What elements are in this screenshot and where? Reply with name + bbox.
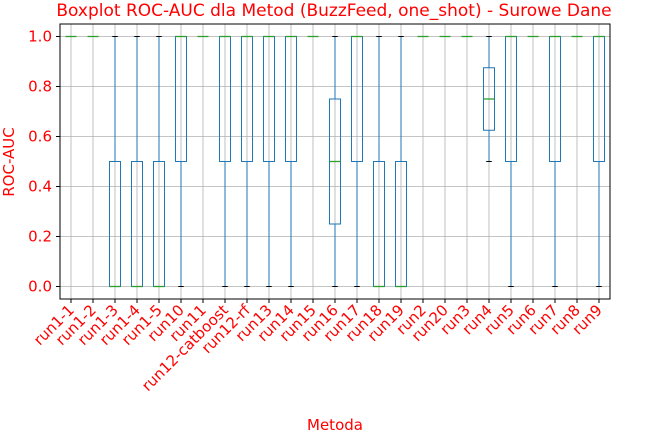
- y-axis-label: ROC-AUC: [0, 127, 18, 197]
- box-run9: [593, 35, 605, 287]
- box-run18: [373, 36, 385, 288]
- box-run1-3: [109, 36, 121, 288]
- y-tick-label: 0.0: [28, 278, 52, 296]
- y-tick-label: 0.2: [28, 228, 52, 246]
- box-run10: [175, 35, 187, 287]
- y-tick-layer: 0.0 0.2 0.4 0.6 0.8 1.0: [28, 28, 60, 296]
- box-run1-4: [131, 36, 143, 288]
- box-run17: [351, 35, 363, 287]
- y-tick-label: 1.0: [28, 28, 52, 46]
- box-run1-5: [153, 36, 165, 288]
- y-tick-label: 0.4: [28, 178, 52, 196]
- y-tick-label: 0.6: [28, 128, 52, 146]
- box-layer: [65, 35, 605, 288]
- box-run12-rf: [241, 35, 253, 287]
- box-run7: [549, 35, 561, 287]
- box-run5: [505, 35, 517, 287]
- box-run19: [395, 36, 407, 288]
- box-run12-catboost: [219, 35, 231, 287]
- y-tick-label: 0.8: [28, 78, 52, 96]
- box-run13: [263, 35, 275, 287]
- box-run16: [329, 36, 341, 287]
- box-run4: [483, 36, 495, 162]
- x-axis-label: Metoda: [307, 416, 363, 434]
- chart-title: Boxplot ROC-AUC dla Metod (BuzzFeed, one…: [56, 1, 611, 21]
- box-run14: [285, 35, 297, 287]
